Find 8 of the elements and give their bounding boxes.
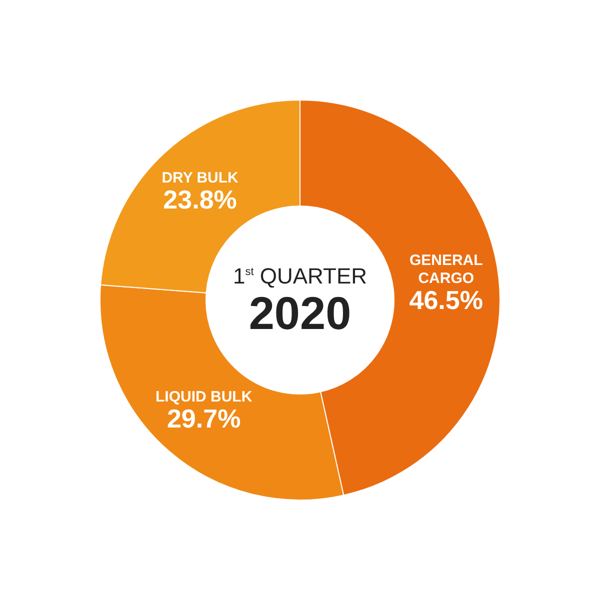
slice-label: LIQUID BULK xyxy=(155,388,252,406)
slice-label: DRY BULK xyxy=(162,169,239,186)
data-label: 23.8% xyxy=(163,184,237,214)
data-label: 46.5% xyxy=(409,285,483,316)
data-label: 29.7% xyxy=(166,403,241,434)
text: 1$^{st}$ QUARTER xyxy=(232,262,368,288)
slice-label: GENERAL CARGO xyxy=(409,252,483,288)
text: 2020 xyxy=(248,287,352,340)
